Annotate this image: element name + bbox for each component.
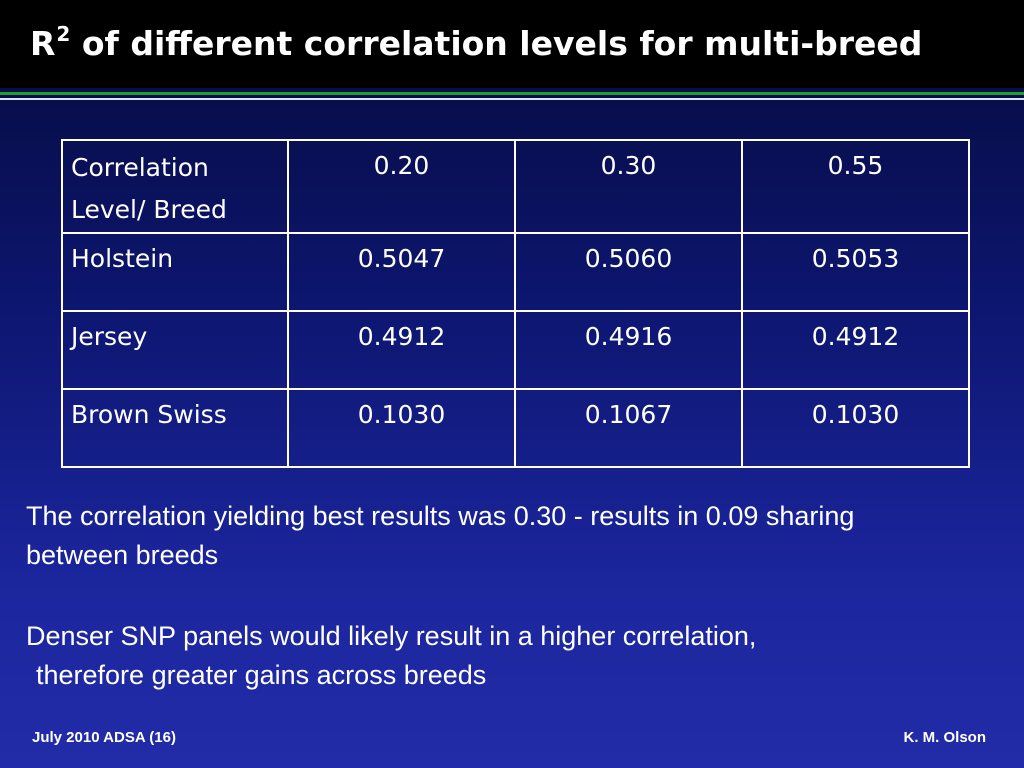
footer-date: July 2010 ADSA (16) — [32, 729, 176, 746]
value-cell: 0.1030 — [287, 388, 516, 468]
table-header-row: Correlation Level/ Breed 0.20 0.30 0.55 — [61, 139, 970, 234]
bullet-denser-snp: Denser SNP panels would likely result in… — [26, 617, 1006, 695]
header-cell-055: 0.55 — [741, 139, 970, 234]
header-cell-label: Correlation Level/ Breed — [61, 139, 289, 234]
value-cell: 0.4912 — [741, 310, 970, 390]
title-text: of different correlation levels for mult… — [70, 24, 923, 63]
slide-title: R2 of different correlation levels for m… — [30, 22, 922, 66]
value-cell: 0.5053 — [741, 232, 970, 312]
value-cell: 0.4916 — [514, 310, 743, 390]
breed-cell: Brown Swiss — [61, 388, 289, 468]
table-row-jersey: Jersey 0.4912 0.4916 0.4912 — [61, 310, 970, 390]
table-row-holstein: Holstein 0.5047 0.5060 0.5053 — [61, 232, 970, 312]
value-cell: 0.1030 — [741, 388, 970, 468]
breed-cell: Holstein — [61, 232, 289, 312]
bullet-line-1: Denser SNP panels would likely result in… — [26, 621, 757, 651]
correlation-table: Correlation Level/ Breed 0.20 0.30 0.55 … — [61, 139, 970, 468]
breed-cell: Jersey — [61, 310, 289, 390]
footer-author: K. M. Olson — [903, 729, 987, 746]
title-superscript: 2 — [56, 22, 71, 46]
value-cell: 0.4912 — [287, 310, 516, 390]
bullet-line-2: therefore greater gains across breeds — [36, 660, 487, 690]
white-divider — [0, 98, 1024, 100]
title-r: R — [30, 24, 56, 63]
bullet-best-correlation: The correlation yielding best results wa… — [26, 501, 855, 570]
header-cell-020: 0.20 — [287, 139, 516, 234]
title-bar: R2 of different correlation levels for m… — [0, 0, 1024, 88]
value-cell: 0.5047 — [287, 232, 516, 312]
green-divider — [0, 92, 1024, 95]
value-cell: 0.1067 — [514, 388, 743, 468]
table-row-brown-swiss: Brown Swiss 0.1030 0.1067 0.1030 — [61, 388, 970, 468]
header-cell-030: 0.30 — [514, 139, 743, 234]
value-cell: 0.5060 — [514, 232, 743, 312]
